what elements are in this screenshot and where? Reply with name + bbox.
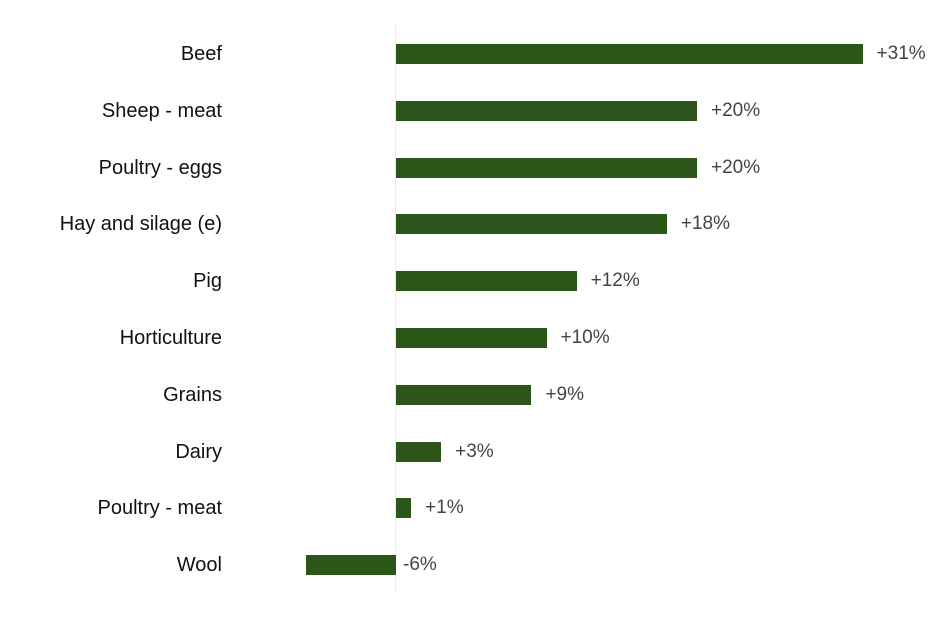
- value-label: +3%: [455, 440, 494, 462]
- bar: [396, 384, 532, 405]
- bar-row: Wool -6%: [0, 554, 948, 576]
- bar: [396, 157, 697, 178]
- category-label: Poultry - meat: [97, 497, 222, 520]
- bar-row: Sheep - meat +20%: [0, 100, 948, 122]
- category-label: Grains: [163, 383, 222, 406]
- value-label: +10%: [560, 327, 610, 348]
- bar-row: Beef +31%: [0, 43, 948, 65]
- bar: [396, 214, 667, 235]
- bar-row: Hay and silage (e) +18%: [0, 213, 948, 235]
- zero-baseline: [395, 25, 396, 592]
- category-label: Horticulture: [119, 327, 222, 349]
- category-label: Beef: [180, 43, 222, 65]
- category-label: Pig: [193, 270, 222, 293]
- bar: [396, 44, 863, 64]
- bar: [396, 441, 442, 462]
- bar: [396, 271, 577, 292]
- value-label: +12%: [590, 270, 640, 292]
- category-label: Dairy: [175, 440, 222, 463]
- bar-row: Grains +9%: [0, 384, 948, 406]
- value-label: +9%: [545, 383, 584, 405]
- value-label: +31%: [876, 43, 926, 64]
- category-label: Wool: [176, 554, 222, 577]
- bar: [396, 100, 697, 121]
- category-label: Hay and silage (e): [59, 213, 222, 236]
- bar-row: Pig +12%: [0, 270, 948, 292]
- bar: [305, 555, 396, 576]
- bar: [396, 328, 547, 348]
- value-label: +18%: [680, 213, 731, 235]
- bar-row: Poultry - meat +1%: [0, 497, 948, 519]
- value-label: +1%: [425, 497, 464, 519]
- bar-row: Horticulture +10%: [0, 327, 948, 349]
- value-label: +20%: [711, 156, 761, 178]
- bar: [396, 498, 412, 519]
- category-label: Poultry - eggs: [98, 156, 222, 179]
- bar-row: Dairy +3%: [0, 441, 948, 463]
- value-label: -6%: [403, 554, 437, 576]
- bar-row: Poultry - eggs +20%: [0, 157, 948, 179]
- value-label: +20%: [711, 99, 761, 121]
- category-label: Sheep - meat: [101, 99, 222, 122]
